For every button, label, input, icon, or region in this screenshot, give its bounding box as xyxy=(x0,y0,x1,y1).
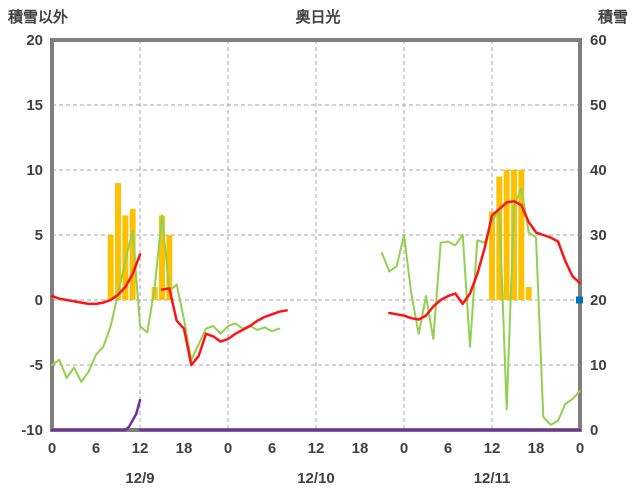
x-tick-label: 0 xyxy=(224,440,232,457)
bar-precipitation-bars xyxy=(503,170,510,300)
x-tick-label: 12 xyxy=(308,440,325,457)
bar-precipitation-bars xyxy=(525,287,532,300)
left-tick-label: 5 xyxy=(35,227,43,244)
bar-precipitation-bars xyxy=(518,170,525,300)
right-tick-label: 10 xyxy=(590,357,607,374)
x-tick-label: 6 xyxy=(268,440,276,457)
bar-precipitation-bars xyxy=(511,170,517,300)
bar-precipitation-bars xyxy=(129,209,136,300)
left-tick-label: -10 xyxy=(21,422,43,439)
right-tick-label: 30 xyxy=(590,227,607,244)
left-tick-label: -5 xyxy=(30,357,43,374)
x-tick-label: 6 xyxy=(92,440,100,457)
bar-precipitation-bars xyxy=(496,176,503,300)
left-tick-label: 0 xyxy=(35,292,43,309)
series-temperature-line xyxy=(388,199,582,321)
right-tick-label: 20 xyxy=(590,292,607,309)
bar-precipitation-bars xyxy=(159,215,165,300)
series-temperature-line xyxy=(160,287,288,367)
series-green-line xyxy=(381,187,581,426)
station-title: 奥日光 xyxy=(295,9,341,26)
day-label: 12/10 xyxy=(297,470,335,487)
x-tick-label: 18 xyxy=(528,440,545,457)
bar-precipitation-bars xyxy=(151,287,158,300)
x-tick-label: 0 xyxy=(48,440,56,457)
bar-precipitation-bars xyxy=(107,235,114,300)
x-tick-label: 18 xyxy=(352,440,369,457)
x-tick-label: 6 xyxy=(444,440,452,457)
right-tick-label: 50 xyxy=(590,97,607,114)
left-tick-label: 10 xyxy=(26,162,43,179)
x-tick-label: 0 xyxy=(576,440,584,457)
bar-precipitation-bars xyxy=(115,183,121,300)
x-tick-label: 0 xyxy=(400,440,408,457)
day-label: 12/9 xyxy=(125,470,154,487)
x-tick-label: 18 xyxy=(176,440,193,457)
left-tick-label: 15 xyxy=(26,97,43,114)
series-green-line xyxy=(51,214,281,383)
bar-precipitation-bars xyxy=(166,235,173,300)
right-axis-title: 積雪 xyxy=(597,9,628,26)
right-tick-label: 0 xyxy=(590,422,598,439)
left-tick-label: 20 xyxy=(26,32,43,49)
left-axis-title: 積雪以外 xyxy=(8,9,69,26)
bar-precipitation-bars xyxy=(489,211,495,300)
x-tick-label: 12 xyxy=(484,440,501,457)
series-temperature-line xyxy=(50,253,142,306)
day-label: 12/11 xyxy=(474,470,511,487)
x-tick-label: 12 xyxy=(132,440,149,457)
marker-snow-depth-marker xyxy=(576,296,583,304)
right-tick-label: 40 xyxy=(590,162,607,179)
series-snow-depth-line xyxy=(50,398,142,432)
right-tick-label: 60 xyxy=(590,32,607,49)
